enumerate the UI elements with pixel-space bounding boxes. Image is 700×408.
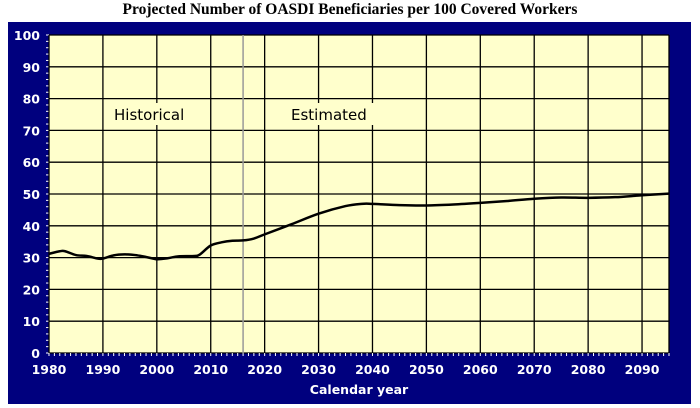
x-tick-label: 2000 <box>139 362 174 377</box>
x-tick-label: 1990 <box>86 362 121 377</box>
x-tick-label: 2050 <box>409 362 444 377</box>
x-tick-label: 2060 <box>463 362 498 377</box>
x-tick-label: 2010 <box>193 362 228 377</box>
x-tick-label: 2030 <box>301 362 336 377</box>
y-tick-label: 0 <box>31 346 40 361</box>
series-line <box>48 192 670 261</box>
estimated-label-bg <box>287 103 385 125</box>
historical-label: Historical <box>114 106 184 124</box>
y-tick-label: 50 <box>23 187 41 202</box>
x-tick-label: 2080 <box>571 362 606 377</box>
y-tick-label: 100 <box>14 28 40 43</box>
x-tick-label: 2090 <box>625 362 660 377</box>
chart-title: Projected Number of OASDI Beneficiaries … <box>122 1 578 18</box>
y-tick-label: 60 <box>23 155 41 170</box>
x-axis-label: Calendar year <box>310 382 409 397</box>
x-tick-label: 2070 <box>517 362 552 377</box>
x-tick-label: 1980 <box>32 362 67 377</box>
x-tick-label: 2020 <box>247 362 282 377</box>
y-tick-label: 70 <box>23 123 41 138</box>
x-tick-label: 2040 <box>355 362 390 377</box>
y-tick-label: 40 <box>23 219 41 234</box>
y-tick-label: 20 <box>23 282 41 297</box>
estimated-label: Estimated <box>291 106 367 124</box>
y-tick-label: 10 <box>23 314 41 329</box>
y-tick-label: 30 <box>23 251 41 266</box>
y-tick-label: 80 <box>23 92 41 107</box>
historical-label-bg <box>110 103 202 125</box>
y-tick-label: 90 <box>23 60 41 75</box>
